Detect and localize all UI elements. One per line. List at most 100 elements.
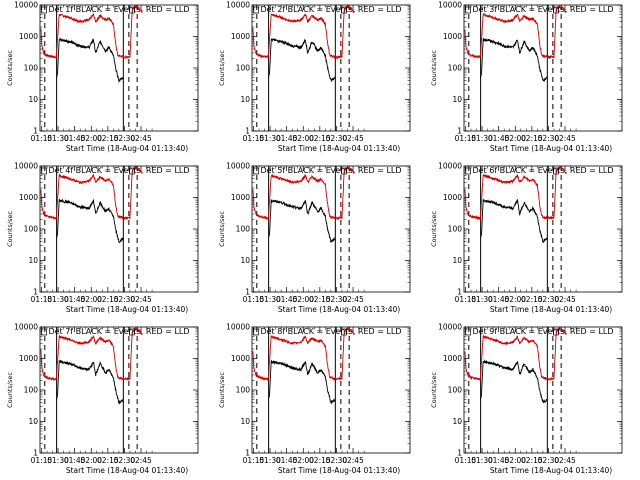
panel-title: Det 9f BLACK = Events, RED = LLD: [472, 327, 613, 336]
x-tick-label: 01:45: [488, 456, 510, 465]
x-tick-label: 02:15: [97, 456, 119, 465]
x-tick-label: 02:45: [130, 295, 152, 304]
y-tick-label: 1: [33, 449, 38, 458]
detector-panel: Det 6f BLACK = Events, RED = LLD Counts/s…: [430, 162, 623, 314]
x-tick-label: 01:45: [276, 295, 298, 304]
x-tick-label: 01:30: [47, 295, 69, 304]
x-tick-label: 02:45: [342, 134, 364, 143]
events-series-line: [479, 359, 548, 404]
x-tick-label: 02:15: [309, 456, 331, 465]
marker-box: [41, 167, 47, 175]
y-tick-label: 100: [448, 64, 463, 73]
y-tick-label: 1: [245, 288, 250, 297]
detector-panel: Det 5f BLACK = Events, RED = LLD Counts/s…: [218, 162, 411, 314]
y-tick-label: 10000: [14, 323, 38, 332]
x-axis-label: Start Time (18-Aug-04 01:13:40): [278, 144, 400, 153]
x-tick-label: 02:30: [538, 134, 560, 143]
lld-series-line: [252, 166, 355, 221]
y-tick-label: 10000: [14, 162, 38, 171]
y-tick-label: 100: [236, 225, 251, 234]
x-tick-label: 02:00: [292, 456, 314, 465]
x-tick-label: 01:45: [64, 134, 86, 143]
y-tick-label: 10: [28, 95, 38, 104]
x-tick-label: 02:45: [554, 134, 576, 143]
panel-title: Det 6f BLACK = Events, RED = LLD: [472, 166, 613, 175]
x-tick-label: 02:45: [554, 295, 576, 304]
x-tick-label: 02:00: [504, 134, 526, 143]
y-tick-label: 10: [240, 95, 250, 104]
panel-series: [252, 327, 355, 405]
marker-box: [552, 167, 559, 175]
x-tick-label: 01:30: [47, 134, 69, 143]
panel-series: [40, 327, 143, 405]
x-tick-label: 02:00: [504, 456, 526, 465]
y-tick-label: 100: [24, 64, 39, 73]
y-tick-label: 10: [240, 417, 250, 426]
x-tick-label: 01:15: [243, 295, 265, 304]
x-tick-label: 01:45: [276, 456, 298, 465]
panel-frame: [251, 326, 411, 454]
panel-series: [464, 5, 567, 83]
marker-box: [41, 6, 47, 14]
y-tick-label: 10000: [226, 162, 250, 171]
detector-panel: Det 8f BLACK = Events, RED = LLD Counts/s…: [218, 323, 411, 475]
panel-title: Det 2f BLACK = Events, RED = LLD: [260, 5, 401, 14]
y-tick-label: 10: [452, 95, 462, 104]
marker-box: [465, 328, 471, 336]
marker-box: [552, 6, 559, 14]
marker-box: [41, 328, 47, 336]
x-tick-label: 02:15: [309, 134, 331, 143]
x-tick-label: 02:15: [521, 456, 543, 465]
y-tick-label: 10000: [438, 162, 462, 171]
lld-series-line: [40, 166, 143, 221]
y-tick-label: 1000: [443, 32, 462, 41]
events-series-line: [55, 359, 124, 405]
y-tick-label: 10000: [14, 1, 38, 10]
marker-box: [128, 167, 135, 175]
lld-series-line: [252, 327, 355, 382]
panel-frame: [39, 326, 199, 454]
panel-title: Det 7f BLACK = Events, RED = LLD: [48, 327, 189, 336]
x-axis-label: Start Time (18-Aug-04 01:13:40): [66, 305, 188, 314]
x-tick-label: 02:45: [130, 134, 152, 143]
panel-title: Det 3f BLACK = Events, RED = LLD: [472, 5, 613, 14]
panel-series: [40, 5, 143, 84]
x-tick-label: 02:30: [326, 456, 348, 465]
x-tick-label: 02:00: [80, 295, 102, 304]
y-tick-label: 1: [245, 127, 250, 136]
lld-series-line: [464, 166, 567, 220]
marker-box: [128, 6, 135, 14]
y-tick-label: 1: [457, 288, 462, 297]
x-tick-label: 02:30: [114, 295, 136, 304]
x-tick-label: 01:15: [455, 134, 477, 143]
y-axis-label: Counts/sec: [430, 50, 438, 86]
panel-title: Det 4f BLACK = Events, RED = LLD: [48, 166, 189, 175]
x-axis-label: Start Time (18-Aug-04 01:13:40): [490, 466, 612, 475]
y-tick-label: 1000: [443, 193, 462, 202]
panel-title: Det 1f BLACK = Events, RED = LLD: [48, 5, 189, 14]
y-axis-label: Counts/sec: [430, 372, 438, 408]
lld-series-line: [464, 327, 567, 382]
x-tick-label: 01:15: [31, 456, 53, 465]
panel-frame: [251, 4, 411, 132]
events-series-line: [55, 198, 124, 244]
x-tick-label: 01:45: [276, 134, 298, 143]
panel-series: [252, 166, 355, 243]
lld-series-line: [40, 327, 143, 382]
marker-box: [253, 167, 259, 175]
panel-series: [464, 166, 567, 244]
y-tick-label: 1000: [19, 32, 38, 41]
y-tick-label: 100: [24, 225, 39, 234]
x-tick-label: 01:30: [471, 456, 493, 465]
x-tick-label: 01:15: [243, 134, 265, 143]
y-tick-label: 100: [448, 225, 463, 234]
x-axis-label: Start Time (18-Aug-04 01:13:40): [490, 144, 612, 153]
y-tick-label: 100: [448, 386, 463, 395]
y-tick-label: 100: [236, 386, 251, 395]
y-tick-label: 10: [240, 256, 250, 265]
y-tick-label: 1000: [231, 32, 250, 41]
y-tick-label: 1: [457, 449, 462, 458]
marker-box: [340, 167, 347, 175]
x-tick-label: 02:45: [130, 456, 152, 465]
